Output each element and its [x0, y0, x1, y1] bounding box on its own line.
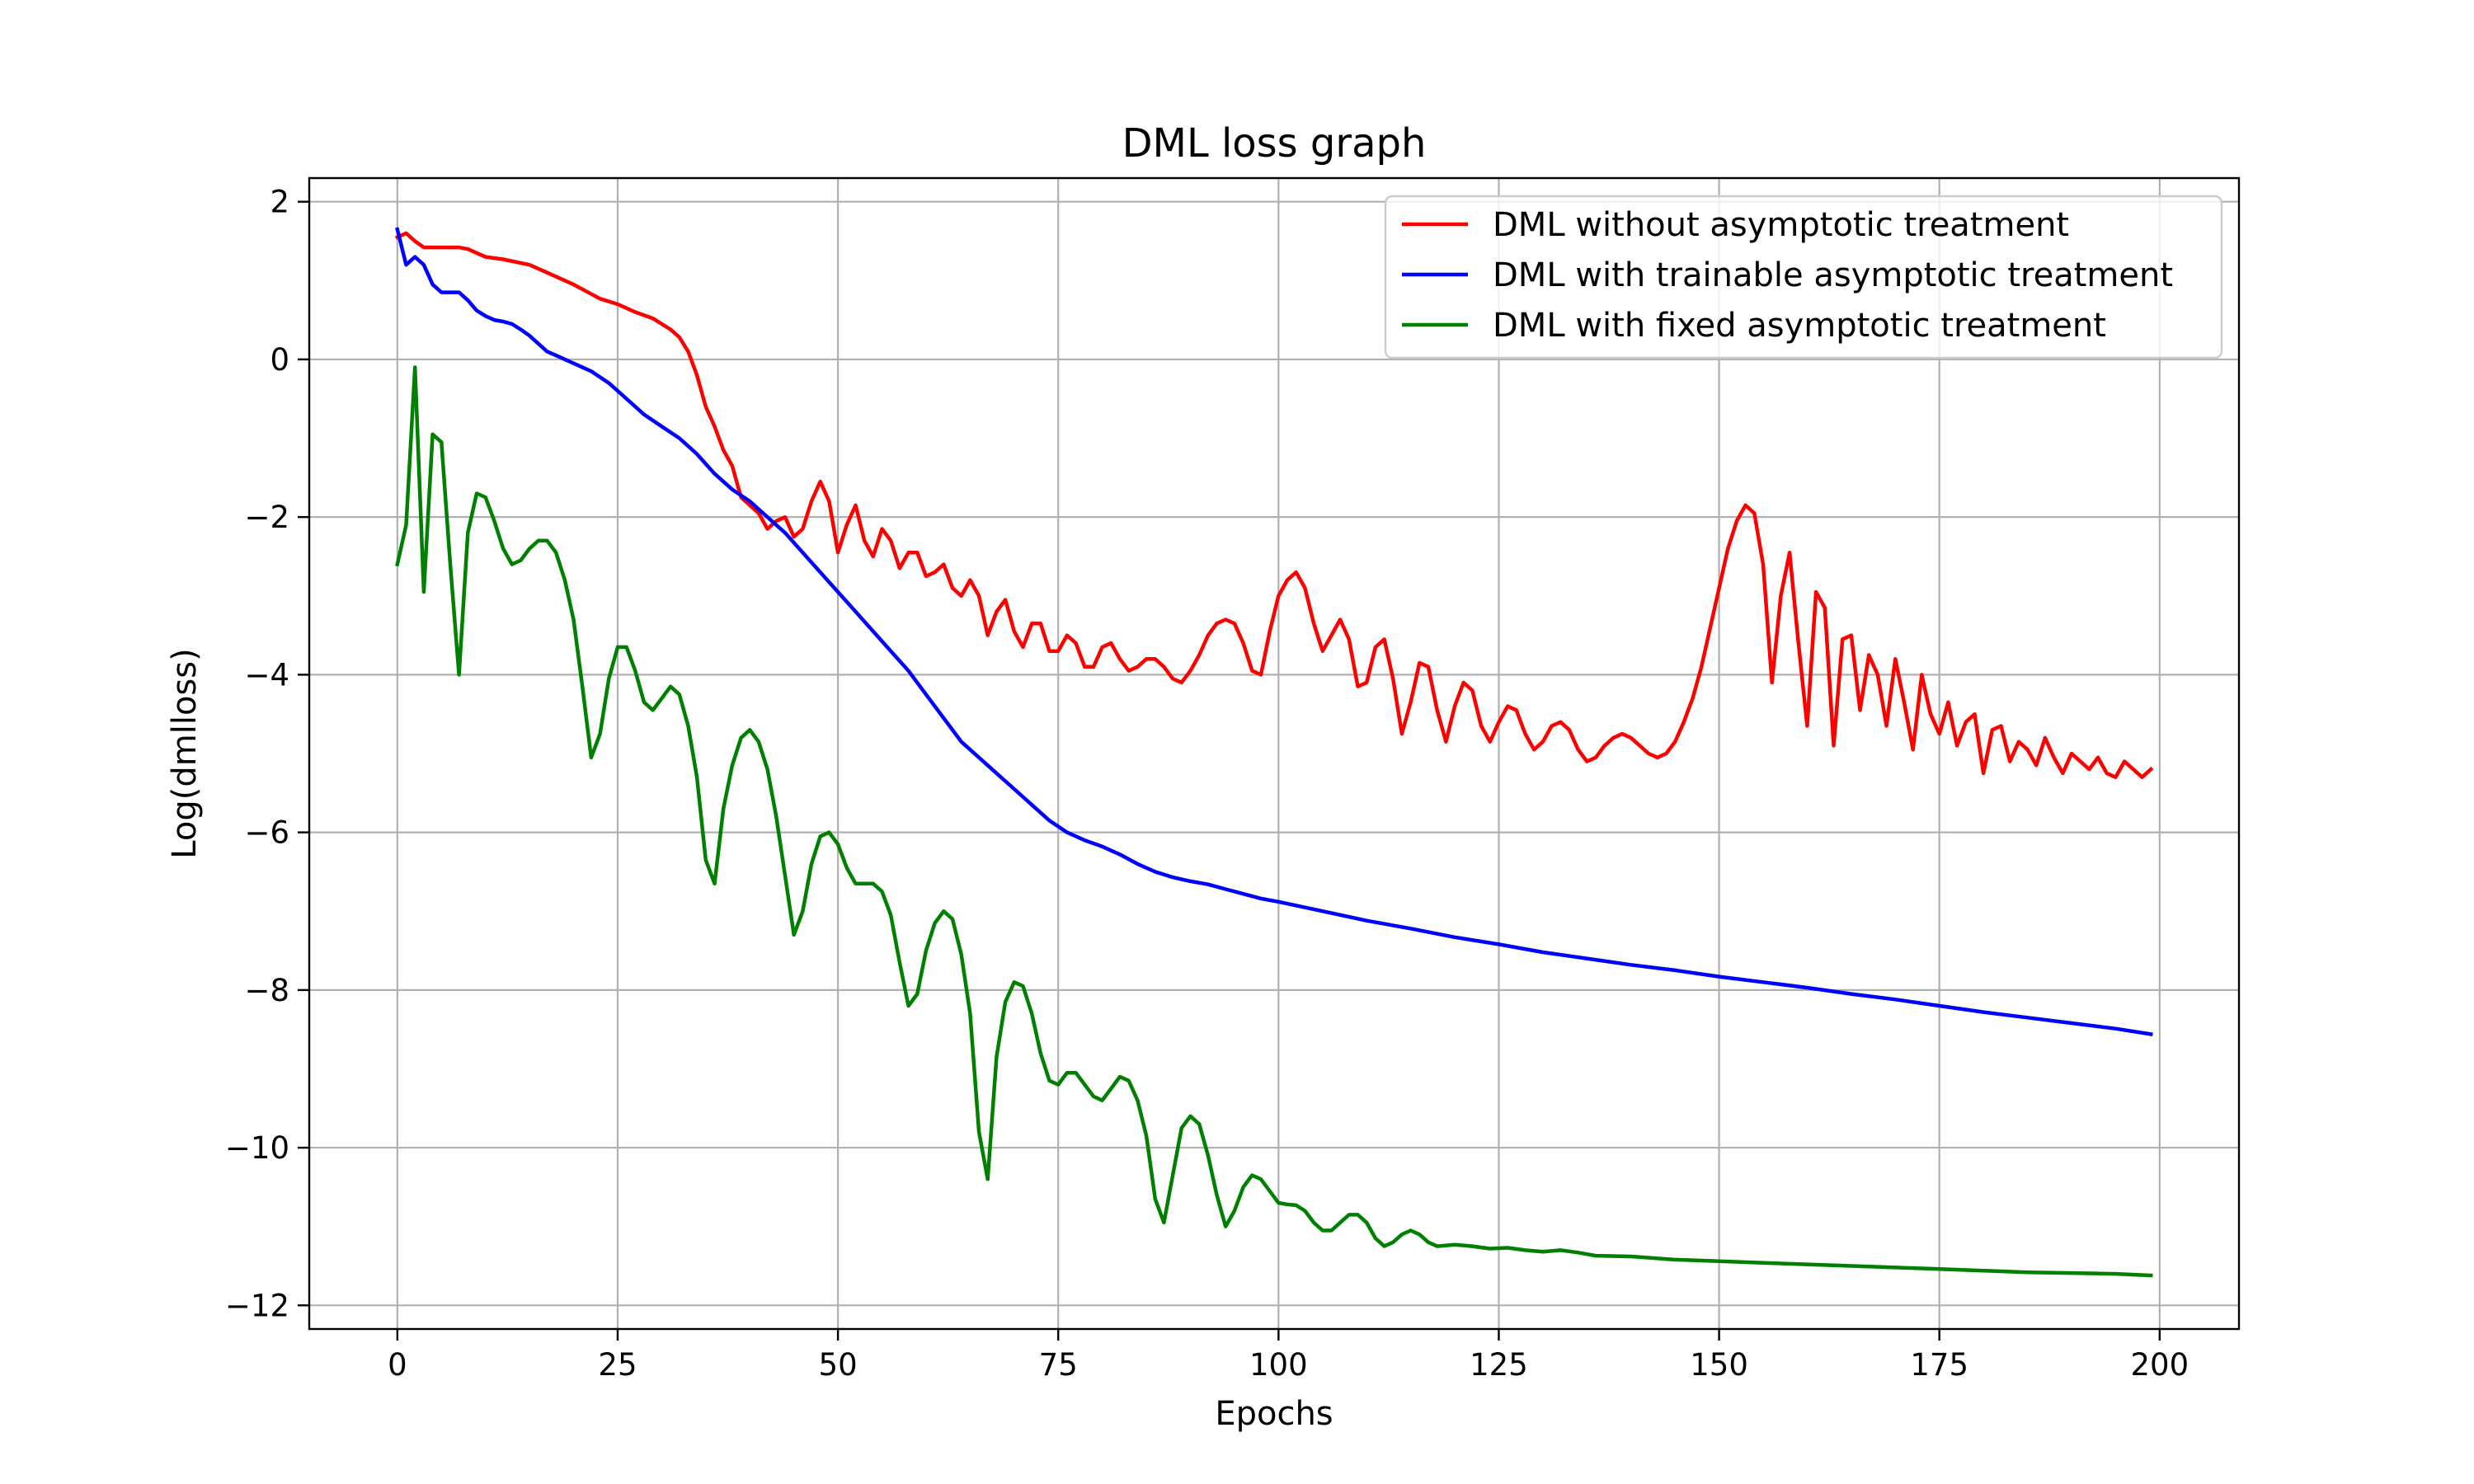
x-tick-label: 0 — [388, 1347, 407, 1383]
x-tick-label: 50 — [819, 1347, 858, 1383]
y-tick-label: 0 — [270, 342, 289, 378]
y-tick-label: −10 — [225, 1130, 289, 1166]
x-tick-label: 150 — [1690, 1347, 1748, 1383]
x-tick-label: 25 — [598, 1347, 637, 1383]
series-line-without-asymptotic — [394, 231, 2154, 779]
legend-label-without: DML without asymptotic treatment — [1493, 206, 2069, 244]
y-tick-label: 2 — [270, 185, 289, 220]
chart-title: DML loss graph — [1122, 120, 1427, 167]
x-tick-label: 175 — [1910, 1347, 1968, 1383]
y-axis-label: Log(dmlloss) — [166, 648, 204, 858]
grid-layer — [309, 178, 2239, 1329]
tick-layer: 0 25 50 75 100 125 150 175 200 2 0 −2 −4 −6 −8 −10 −12 — [225, 185, 2189, 1383]
series-layer — [394, 227, 2154, 1278]
series-line-fixed-asymptotic — [395, 365, 2153, 1278]
x-tick-label: 100 — [1249, 1347, 1308, 1383]
legend: DML without asymptotic treatment DML wit… — [1384, 195, 2223, 359]
y-tick-label: −6 — [244, 815, 289, 851]
plot-frame — [308, 176, 2241, 1331]
x-tick-label: 75 — [1039, 1347, 1078, 1383]
y-tick-label: −2 — [244, 500, 289, 535]
legend-label-fixed: DML with fixed asymptotic treatment — [1493, 307, 2106, 345]
y-tick-label: −8 — [244, 973, 289, 1008]
x-tick-label: 200 — [2131, 1347, 2189, 1383]
y-tick-label: −12 — [225, 1288, 289, 1323]
x-axis-label: Epochs — [1215, 1395, 1333, 1433]
legend-box — [1384, 195, 2223, 359]
y-tick-label: −4 — [244, 657, 289, 693]
legend-label-trainable: DML with trainable asymptotic treatment — [1493, 256, 2173, 294]
series-line-trainable-asymptotic — [395, 227, 2153, 1036]
x-tick-label: 125 — [1470, 1347, 1528, 1383]
